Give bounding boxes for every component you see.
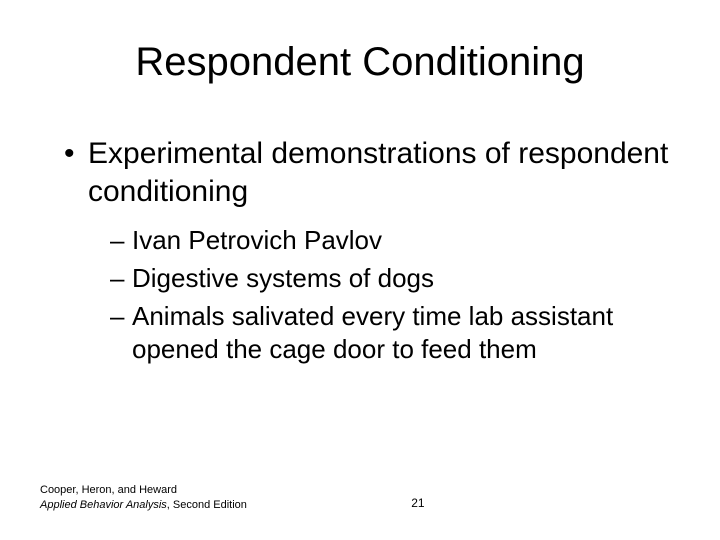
bullet-list-level1: Experimental demonstrations of responden… bbox=[60, 135, 680, 367]
bullet-level1-item: Experimental demonstrations of responden… bbox=[60, 135, 680, 367]
footer-citation: Cooper, Heron, and Heward Applied Behavi… bbox=[40, 483, 247, 512]
bullet-level2-text: Animals salivated every time lab assista… bbox=[132, 301, 613, 365]
slide-footer: Cooper, Heron, and Heward Applied Behavi… bbox=[40, 483, 680, 512]
bullet-level2-item: Ivan Petrovich Pavlov bbox=[110, 224, 680, 258]
slide-title: Respondent Conditioning bbox=[40, 40, 680, 85]
footer-book-title: Applied Behavior Analysis bbox=[40, 499, 167, 511]
footer-edition: , Second Edition bbox=[167, 499, 247, 511]
bullet-level1-text: Experimental demonstrations of responden… bbox=[88, 137, 668, 208]
footer-book-line: Applied Behavior Analysis, Second Editio… bbox=[40, 498, 247, 512]
slide-container: Respondent Conditioning Experimental dem… bbox=[0, 0, 720, 540]
bullet-level2-text: Digestive systems of dogs bbox=[132, 263, 434, 293]
footer-page-number: 21 bbox=[411, 496, 424, 510]
bullet-list-level2: Ivan Petrovich Pavlov Digestive systems … bbox=[88, 224, 680, 367]
bullet-level2-item: Digestive systems of dogs bbox=[110, 262, 680, 296]
bullet-level2-text: Ivan Petrovich Pavlov bbox=[132, 225, 382, 255]
bullet-level2-item: Animals salivated every time lab assista… bbox=[110, 300, 680, 368]
footer-authors: Cooper, Heron, and Heward bbox=[40, 483, 247, 497]
slide-body: Experimental demonstrations of responden… bbox=[40, 135, 680, 367]
